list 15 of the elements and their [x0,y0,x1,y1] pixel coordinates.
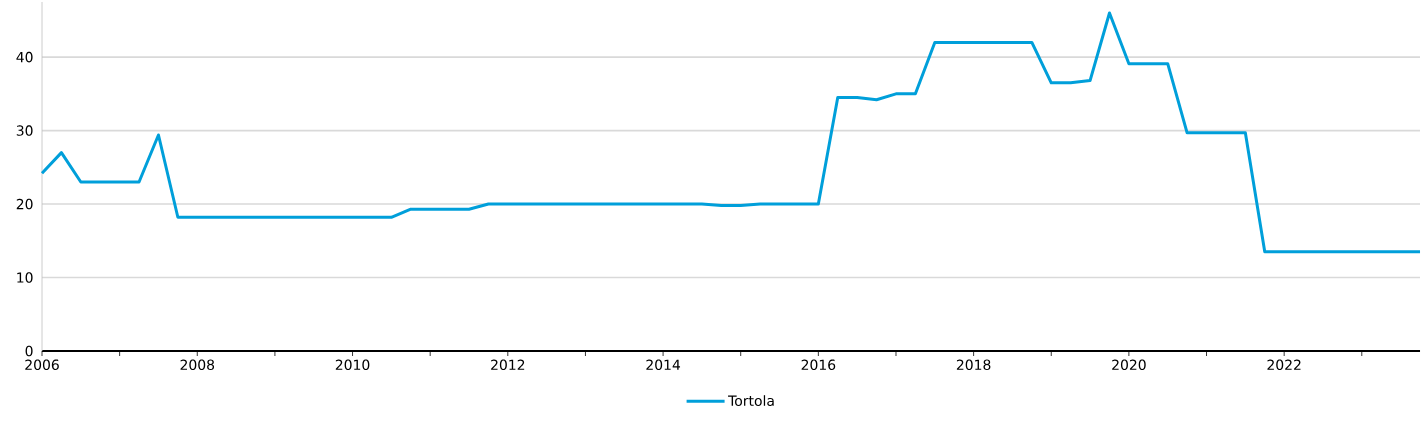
x-tick-label: 2008 [180,359,215,371]
x-tick-label: 2016 [801,359,836,371]
y-tick-label: 30 [16,125,33,136]
x-tick-label: 2018 [956,359,991,371]
x-tick-label: 2014 [646,359,681,371]
x-tick-label: 2020 [1112,359,1146,371]
y-tick-label: 40 [16,51,33,63]
x-tick-label: 2006 [25,359,59,371]
y-tick-label: 10 [17,272,33,283]
x-tick-label: 2010 [335,359,370,371]
y-tick-label: 20 [16,198,33,210]
x-tick-label: 2012 [491,359,525,371]
y-tick-label: 0 [25,345,33,357]
x-tick-label: 2022 [1267,359,1301,371]
legend-label: Tortola [728,395,774,406]
